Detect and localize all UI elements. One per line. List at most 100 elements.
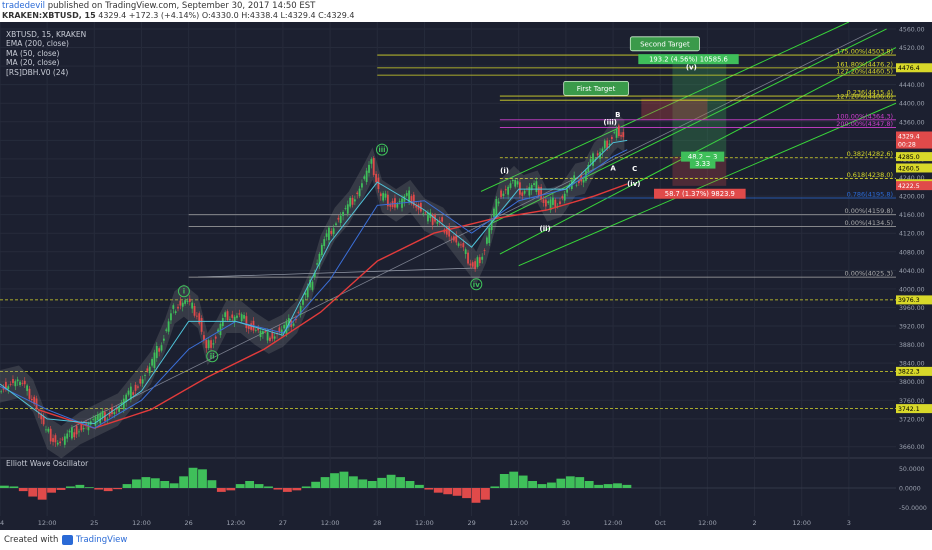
candle-body: [28, 388, 31, 399]
target-callout: [629, 36, 700, 52]
ticker: KRAKEN:XBTUSD, 15: [2, 11, 96, 20]
wave-label: C: [632, 165, 637, 173]
candle-body: [217, 329, 220, 332]
candle-body: [75, 426, 78, 435]
oscillator-bar: [433, 488, 443, 493]
legend-item-ema200: EMA (200, close): [6, 39, 69, 49]
candle-body: [122, 398, 125, 410]
fib-level-label: 175.00%(4503.8): [836, 48, 893, 56]
candle-body: [165, 329, 168, 331]
oscillator-bar: [141, 477, 151, 488]
oscillator-bar: [481, 488, 490, 500]
candle-body: [269, 337, 271, 341]
oscillator-bar: [339, 471, 349, 488]
candle-body: [188, 298, 191, 302]
candle-body: [106, 418, 109, 420]
candle-body: [504, 189, 507, 191]
price-tag: [896, 163, 932, 173]
candle-body: [224, 312, 227, 317]
candle-body: [139, 378, 142, 384]
tradingview-brand[interactable]: TradingView: [76, 535, 128, 545]
candle-body: [467, 252, 469, 264]
candle-body: [422, 213, 425, 215]
candle-body: [118, 406, 120, 412]
price-tag-label: 4329.4: [898, 133, 920, 140]
candle-body: [174, 311, 177, 314]
wave-label: i: [183, 288, 185, 296]
candle-body: [146, 368, 149, 371]
candle-body: [120, 402, 123, 405]
candle-body: [549, 199, 552, 211]
candle-body: [379, 193, 382, 197]
fib-level-label: 0.786(4195.8): [847, 191, 893, 199]
candle-body: [589, 159, 592, 163]
wave-label: (v): [686, 64, 697, 72]
oscillator-bar: [207, 480, 217, 488]
oscillator-bar: [424, 488, 434, 490]
candle-body: [455, 234, 458, 243]
y-tick-label: 4400.00: [899, 101, 925, 108]
oscillator-bar: [462, 488, 471, 499]
oscillator-bar: [75, 484, 85, 488]
candle-body: [66, 433, 69, 439]
y-tick-label: 4360.00: [899, 119, 925, 126]
chart-area[interactable]: 3660.00 3720.00 3760.00 3800.00 3840.00 3880.…: [0, 22, 932, 530]
candle-body: [179, 300, 182, 306]
candle-body: [617, 125, 620, 137]
price-tag-label: 3976.3: [898, 297, 920, 304]
oscillator-y-tick-label: -50.0000: [899, 505, 927, 512]
oscillator-y-tick-label: 0.0000: [899, 486, 921, 493]
candle-body: [23, 380, 26, 385]
candle-body: [172, 305, 175, 309]
candle-body: [30, 398, 33, 401]
candle-body: [4, 381, 7, 388]
candle-body: [398, 201, 401, 202]
candle-body: [262, 331, 264, 335]
x-tick-label: 28: [373, 519, 381, 527]
candle-body: [264, 331, 267, 332]
candle-body: [497, 201, 500, 204]
fib-level-label: 0.00%(4025.3): [845, 270, 893, 278]
candle-body: [519, 182, 521, 195]
price-tag-label: 4476.4: [898, 65, 920, 72]
candle-body: [306, 286, 309, 298]
candle-body: [530, 184, 533, 191]
candle-body: [320, 244, 323, 256]
pane-separator: [0, 457, 932, 459]
x-tick-label: 12:00: [698, 519, 717, 527]
fib-level-label: 100.00%(4364.3): [836, 112, 893, 120]
candle-body: [195, 315, 198, 317]
candle-body: [42, 415, 45, 425]
candle-body: [245, 316, 248, 329]
oscillator-bar: [556, 478, 566, 488]
annotation-box: [689, 158, 716, 169]
candle-body: [403, 195, 406, 202]
oscillator-bar: [547, 482, 556, 488]
profit-zone: [672, 55, 727, 157]
price-chart[interactable]: 3660.00 3720.00 3760.00 3800.00 3840.00 3880.…: [0, 22, 932, 530]
candle-body: [273, 336, 276, 339]
price-tag-label: 4260.5: [898, 165, 920, 172]
y-tick-label: 4560.00: [899, 26, 925, 33]
candle-body: [603, 140, 606, 149]
candle-body: [363, 176, 366, 179]
candle-body: [559, 201, 561, 205]
oscillator-bar: [103, 488, 113, 492]
candle-body: [486, 237, 488, 244]
candle-body: [462, 243, 465, 248]
candle-body: [596, 153, 599, 156]
candle-body: [384, 193, 387, 198]
candle-body: [613, 132, 616, 134]
wave-label: ii: [210, 353, 215, 361]
price-tag-label: 4222.5: [898, 183, 920, 190]
candle-body: [537, 186, 540, 196]
oscillator-bar: [160, 481, 170, 488]
oscillator-bar: [509, 471, 519, 488]
candle-body: [405, 193, 408, 196]
candle-body: [389, 204, 392, 207]
candle-body: [207, 340, 210, 349]
y-tick-label: 4040.00: [899, 268, 925, 275]
candle-body: [478, 257, 481, 264]
candle-body: [577, 180, 580, 184]
author-link[interactable]: tradedevil: [2, 1, 46, 11]
